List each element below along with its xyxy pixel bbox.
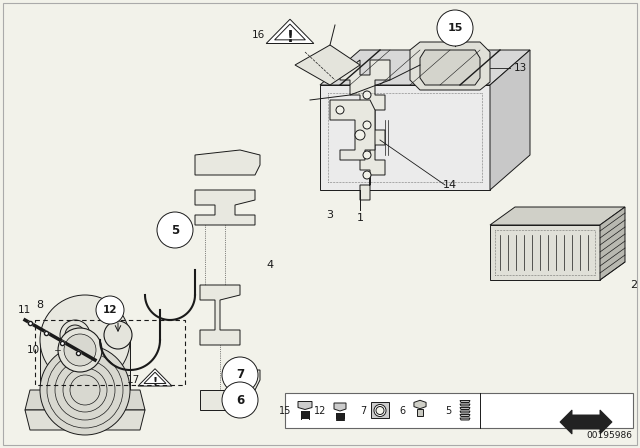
Circle shape: [40, 295, 130, 385]
Polygon shape: [334, 403, 346, 411]
Text: 00195986: 00195986: [586, 431, 632, 440]
Polygon shape: [200, 390, 235, 410]
Text: !: !: [287, 30, 294, 44]
Text: 2: 2: [630, 280, 637, 290]
Polygon shape: [490, 50, 530, 190]
Polygon shape: [200, 285, 240, 345]
Text: 12: 12: [103, 305, 117, 315]
Text: 5: 5: [171, 224, 179, 237]
Polygon shape: [285, 393, 633, 428]
Text: 8: 8: [36, 300, 44, 310]
Text: 16: 16: [252, 30, 265, 40]
Polygon shape: [298, 401, 312, 409]
Polygon shape: [195, 190, 255, 225]
Polygon shape: [371, 402, 389, 418]
Polygon shape: [25, 390, 145, 410]
Polygon shape: [337, 417, 344, 418]
Circle shape: [40, 345, 130, 435]
Polygon shape: [420, 50, 480, 85]
Circle shape: [104, 321, 132, 349]
Circle shape: [222, 357, 258, 393]
Polygon shape: [301, 415, 309, 417]
Text: 14: 14: [443, 180, 457, 190]
Text: 10: 10: [27, 345, 40, 355]
Polygon shape: [417, 409, 423, 417]
Circle shape: [222, 382, 258, 418]
Text: 11: 11: [18, 305, 31, 315]
Polygon shape: [414, 401, 426, 409]
Polygon shape: [460, 404, 470, 406]
Circle shape: [363, 151, 371, 159]
Polygon shape: [330, 100, 375, 160]
Polygon shape: [460, 408, 470, 409]
Polygon shape: [320, 85, 490, 190]
Polygon shape: [340, 60, 390, 200]
Text: 4: 4: [266, 260, 273, 270]
Polygon shape: [295, 45, 360, 85]
Text: !: !: [152, 377, 157, 387]
Polygon shape: [460, 418, 470, 420]
Polygon shape: [195, 150, 260, 175]
Circle shape: [96, 296, 124, 324]
Circle shape: [157, 212, 193, 248]
Circle shape: [374, 405, 386, 417]
Polygon shape: [230, 370, 260, 390]
Circle shape: [64, 334, 96, 366]
Circle shape: [65, 325, 85, 345]
Text: 3: 3: [326, 210, 333, 220]
Text: 15: 15: [447, 23, 463, 33]
Polygon shape: [25, 410, 145, 430]
Polygon shape: [410, 42, 490, 90]
Text: 13: 13: [514, 63, 527, 73]
Polygon shape: [460, 401, 470, 402]
Text: 7: 7: [360, 405, 366, 415]
Text: 5: 5: [445, 405, 451, 415]
Polygon shape: [301, 412, 309, 413]
Polygon shape: [337, 413, 344, 414]
Circle shape: [60, 320, 90, 350]
Circle shape: [363, 91, 371, 99]
Circle shape: [355, 130, 365, 140]
Polygon shape: [600, 207, 625, 280]
Polygon shape: [490, 225, 600, 280]
Polygon shape: [337, 415, 344, 416]
Circle shape: [363, 171, 371, 179]
Circle shape: [58, 328, 102, 372]
Polygon shape: [266, 19, 314, 43]
Circle shape: [363, 121, 371, 129]
Polygon shape: [460, 414, 470, 417]
Polygon shape: [320, 50, 530, 85]
Text: 6: 6: [400, 405, 406, 415]
Text: 1: 1: [356, 213, 364, 223]
Circle shape: [336, 106, 344, 114]
Text: 17: 17: [127, 375, 140, 385]
Text: 7: 7: [236, 369, 244, 382]
Polygon shape: [460, 411, 470, 413]
Text: 6: 6: [236, 393, 244, 406]
Polygon shape: [138, 369, 172, 386]
Circle shape: [437, 10, 473, 46]
Polygon shape: [40, 340, 130, 390]
Polygon shape: [490, 207, 625, 225]
Polygon shape: [337, 419, 344, 420]
Circle shape: [376, 406, 384, 414]
Text: 12: 12: [314, 405, 326, 415]
Polygon shape: [560, 410, 612, 434]
Text: 15: 15: [278, 405, 291, 415]
